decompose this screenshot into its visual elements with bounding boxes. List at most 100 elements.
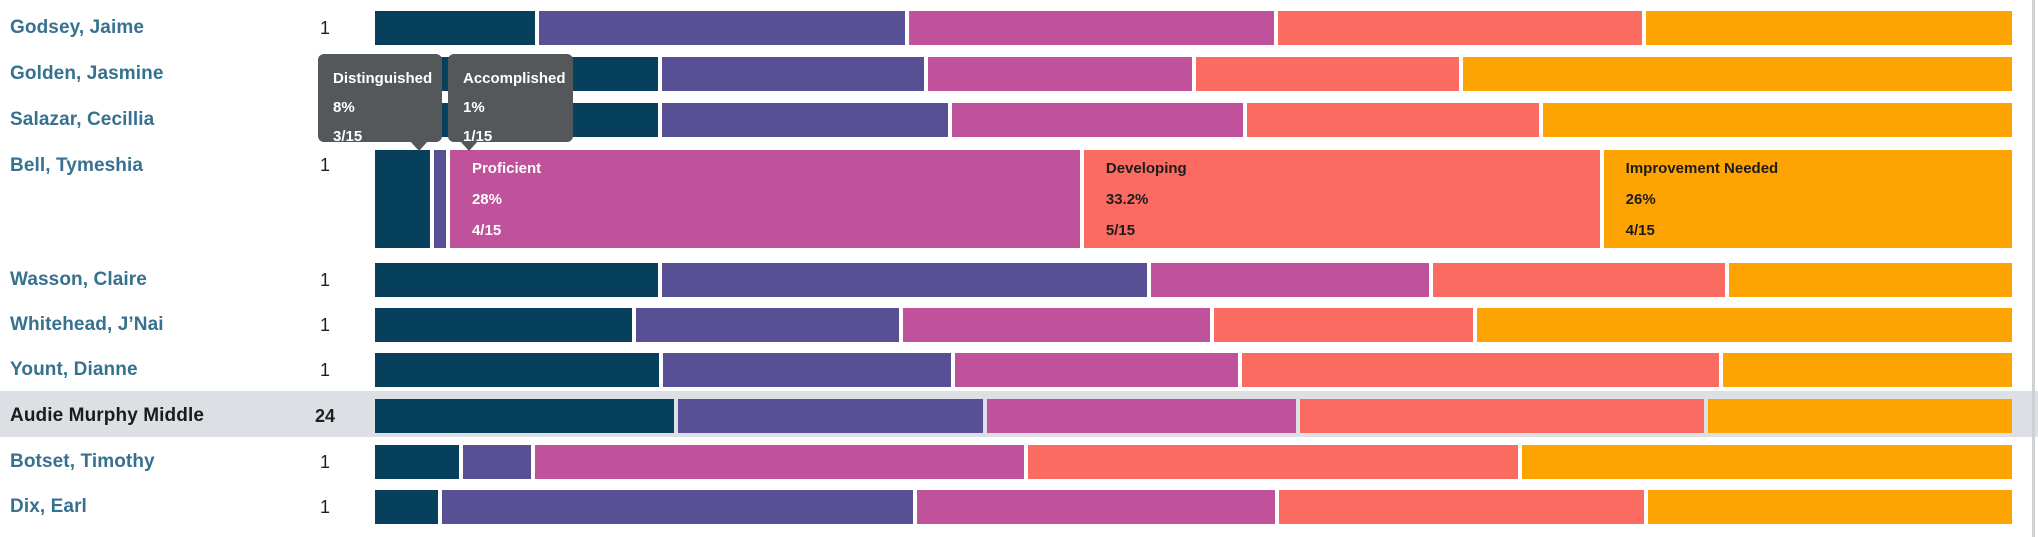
bar-segment-improvement-needed[interactable] — [1543, 103, 2013, 137]
bar-segment-proficient[interactable]: Proficient 28% 4/15 — [449, 150, 1080, 248]
stacked-bar — [375, 490, 2012, 524]
bar-segment-developing[interactable] — [1279, 490, 1644, 524]
segment-label-line: 4/15 — [471, 221, 502, 239]
chart-row: Audie Murphy Middle 24 — [0, 399, 2038, 433]
chart-row: Whitehead, J’Nai 1 — [0, 308, 2038, 342]
evaluation-count: 24 — [314, 405, 336, 426]
bar-segment-developing[interactable] — [1027, 445, 1518, 479]
bar-segment-accomplished[interactable] — [677, 399, 983, 433]
segment-label-line: Improvement Needed — [1625, 159, 1779, 177]
bar-segment-improvement-needed[interactable] — [1463, 57, 2012, 91]
bar-segment-improvement-needed[interactable]: Improvement Needed 26% 4/15 — [1603, 150, 2013, 248]
tooltip-fraction: 1/15 — [463, 128, 493, 145]
bar-segment-distinguished[interactable] — [375, 308, 632, 342]
bar-segment-developing[interactable] — [1432, 263, 1726, 297]
stacked-bar — [375, 263, 2012, 297]
bar-segment-proficient[interactable] — [917, 490, 1276, 524]
bar-segment-improvement-needed[interactable] — [1521, 445, 2012, 479]
bar-segment-improvement-needed[interactable] — [1722, 353, 2012, 387]
bar-segment-developing[interactable]: Developing 33.2% 5/15 — [1083, 150, 1600, 248]
bar-segment-accomplished[interactable] — [539, 11, 906, 45]
bar-segment-proficient[interactable] — [909, 11, 1274, 45]
stacked-bar — [375, 353, 2012, 387]
bar-segment-accomplished[interactable] — [463, 445, 532, 479]
chart-row: Godsey, Jaime 1 — [0, 11, 2038, 45]
bar-segment-proficient[interactable] — [986, 399, 1296, 433]
bar-segment-developing[interactable] — [1246, 103, 1540, 137]
evaluation-count: 1 — [319, 496, 330, 517]
segment-label: Developing 33.2% 5/15 — [1084, 153, 1187, 246]
bar-segment-improvement-needed[interactable] — [1476, 308, 2012, 342]
segment-label-line: 26% — [1625, 190, 1656, 208]
bar-segment-distinguished[interactable] — [375, 263, 658, 297]
teacher-name-link[interactable]: Whitehead, J’Nai — [10, 314, 164, 335]
bar-segment-improvement-needed[interactable] — [1708, 399, 2012, 433]
segment-label-line: 33.2% — [1105, 190, 1149, 208]
bar-segment-distinguished[interactable] — [375, 490, 438, 524]
chart-row: Bell, Tymeshia 1 Proficient 28% 4/15 Developi… — [0, 150, 2038, 248]
teacher-name-link[interactable]: Botset, Timothy — [10, 451, 155, 472]
chart-row: Yount, Dianne 1 — [0, 353, 2038, 387]
evaluation-count: 1 — [319, 359, 330, 380]
teacher-name-link[interactable]: Yount, Dianne — [10, 359, 138, 380]
bar-segment-proficient[interactable] — [535, 445, 1024, 479]
tooltip-distinguished: Distinguished 8% 3/15 — [318, 54, 442, 151]
bar-segment-proficient[interactable] — [928, 57, 1192, 91]
teacher-name-link[interactable]: Golden, Jasmine — [10, 63, 164, 84]
chart-row: Wasson, Claire 1 — [0, 263, 2038, 297]
bar-segment-distinguished[interactable] — [375, 353, 660, 387]
teacher-name-link[interactable]: Salazar, Cecillia — [10, 109, 155, 130]
bar-segment-developing[interactable] — [1241, 353, 1719, 387]
teacher-name-link[interactable]: Bell, Tymeshia — [10, 155, 144, 176]
segment-label-line: Proficient — [471, 159, 542, 177]
bar-segment-proficient[interactable] — [903, 308, 1211, 342]
tooltip-arrow-icon — [460, 141, 478, 151]
bar-segment-proficient[interactable] — [954, 353, 1238, 387]
stacked-bar: Proficient 28% 4/15 Developing 33.2% 5/15 Impr… — [375, 150, 2013, 248]
tooltip-percent: 1% — [463, 99, 485, 116]
segment-label-line: Developing — [1105, 159, 1187, 177]
bar-segment-distinguished[interactable] — [375, 399, 674, 433]
bar-segment-improvement-needed[interactable] — [1645, 11, 2012, 45]
bar-segment-distinguished[interactable] — [375, 445, 460, 479]
bar-segment-distinguished[interactable] — [375, 11, 536, 45]
bar-segment-accomplished[interactable] — [661, 103, 948, 137]
tooltip-percent: 8% — [333, 99, 355, 116]
teacher-name-link[interactable]: Wasson, Claire — [10, 269, 147, 290]
stacked-bar — [375, 11, 2012, 45]
stacked-bar — [375, 445, 2012, 479]
bar-segment-accomplished[interactable] — [441, 490, 914, 524]
segment-label: Improvement Needed 26% 4/15 — [1604, 153, 1779, 246]
segment-label-line: 28% — [471, 190, 502, 208]
chart-row: Dix, Earl 1 — [0, 490, 2038, 524]
tooltip-arrow-icon — [410, 141, 428, 151]
bar-segment-distinguished[interactable] — [375, 150, 430, 248]
bar-segment-accomplished[interactable] — [635, 308, 900, 342]
segment-label-line: 4/15 — [1625, 221, 1655, 239]
segment-label-line: 5/15 — [1105, 221, 1136, 239]
evaluation-count: 1 — [319, 269, 330, 290]
bar-segment-accomplished[interactable] — [662, 57, 925, 91]
evaluation-count: 1 — [319, 17, 330, 38]
teacher-name-link[interactable]: Dix, Earl — [10, 496, 87, 517]
chart-row: Salazar, Cecillia1 — [0, 103, 2038, 137]
bar-segment-improvement-needed[interactable] — [1647, 490, 2012, 524]
bar-segment-proficient[interactable] — [1151, 263, 1429, 297]
bar-segment-developing[interactable] — [1214, 308, 1473, 342]
school-name-label: Audie Murphy Middle — [10, 405, 205, 426]
bar-segment-proficient[interactable] — [951, 103, 1243, 137]
tooltip-title: Distinguished — [333, 70, 433, 87]
scrollbar[interactable] — [2032, 0, 2035, 537]
teacher-name-link[interactable]: Godsey, Jaime — [10, 17, 145, 38]
stacked-bar — [375, 103, 2013, 137]
stacked-bar — [375, 308, 2012, 342]
bar-segment-accomplished[interactable] — [433, 150, 446, 248]
tooltip-accomplished: Accomplished 1% 1/15 — [448, 54, 573, 151]
bar-segment-accomplished[interactable] — [661, 263, 1148, 297]
bar-segment-developing[interactable] — [1277, 11, 1642, 45]
bar-segment-accomplished[interactable] — [663, 353, 951, 387]
bar-segment-improvement-needed[interactable] — [1729, 263, 2012, 297]
bar-segment-developing[interactable] — [1195, 57, 1460, 91]
bar-segment-developing[interactable] — [1299, 399, 1705, 433]
chart-row: Botset, Timothy 1 — [0, 445, 2038, 479]
